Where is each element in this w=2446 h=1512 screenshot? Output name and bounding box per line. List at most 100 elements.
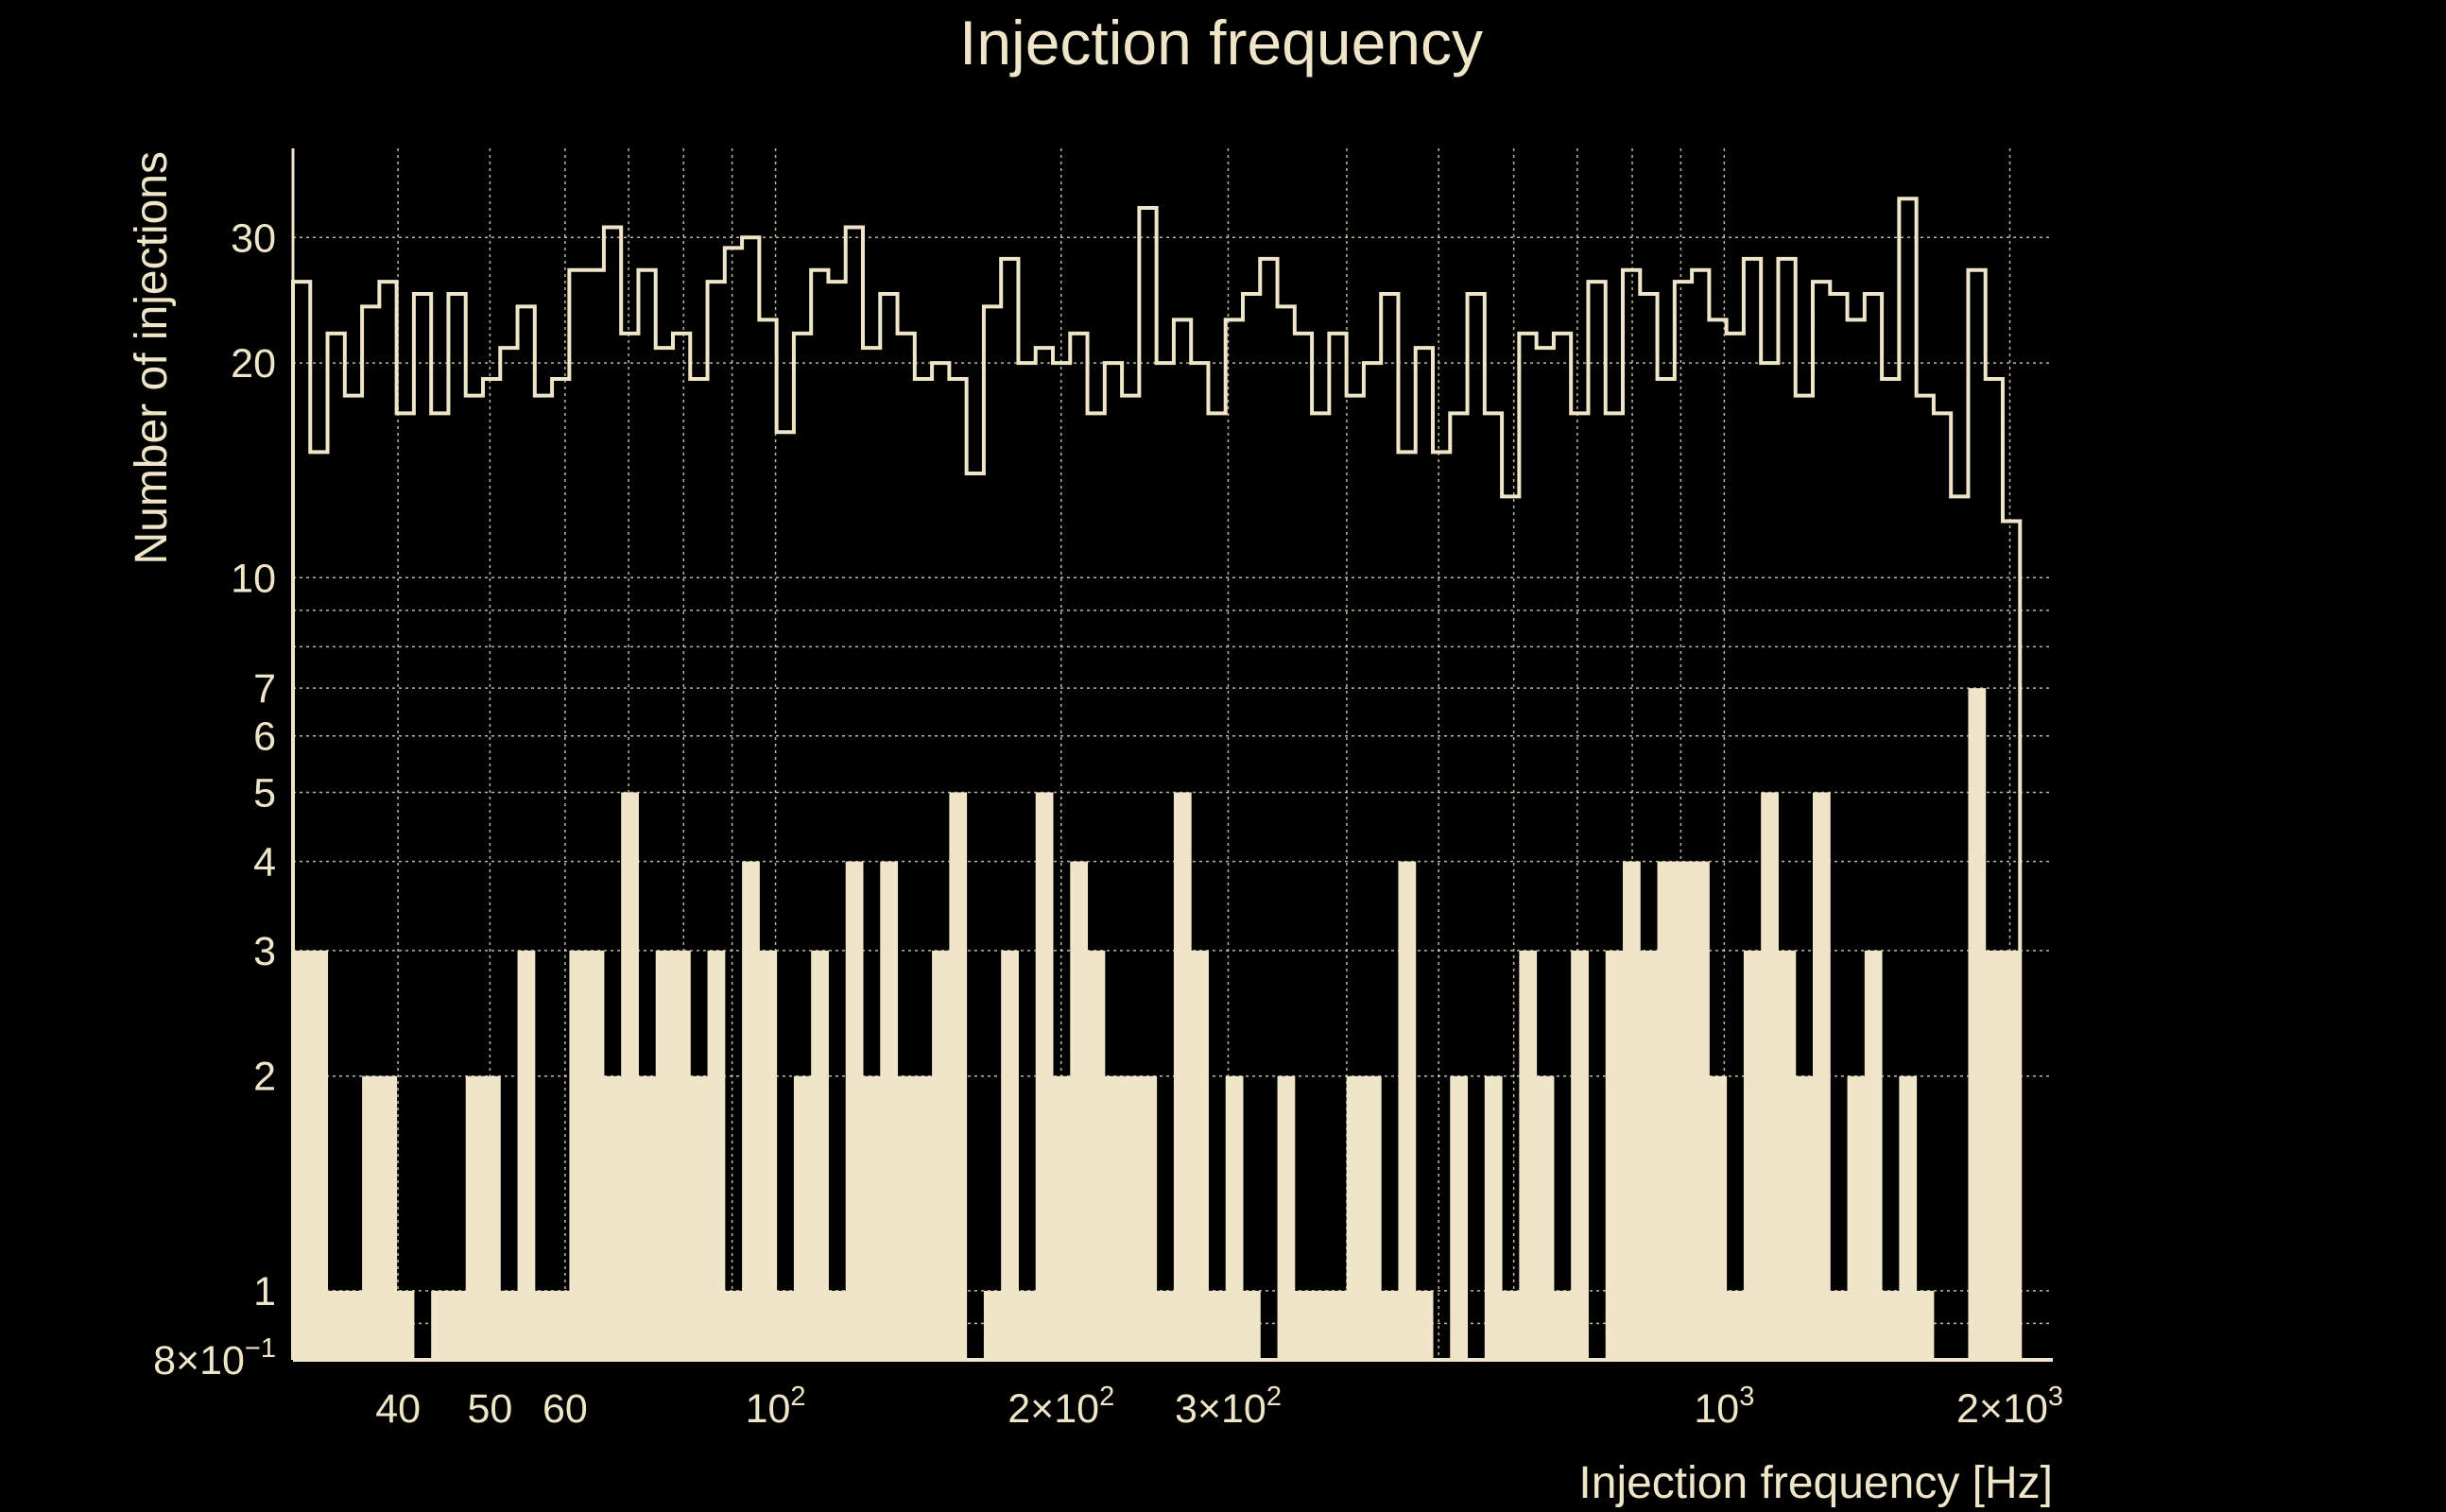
histogram-bar [1726,1290,1745,1360]
histogram-bar [362,1075,380,1360]
x-tick-label: 2×102 [1008,1382,1114,1432]
histogram-bar [1104,1075,1123,1360]
histogram-bar [482,1075,501,1360]
axes [291,148,2053,1362]
histogram-bar [1346,1075,1365,1360]
y-tick-label: 7 [253,666,276,712]
histogram-bar [949,792,968,1360]
histogram-bar [1122,1075,1140,1360]
y-tick-label: 30 [231,215,276,261]
tick-exponent: 2 [1099,1382,1114,1412]
histogram-bar [1329,1290,1348,1360]
chart-title: Injection frequency [959,8,1483,77]
histogram-bar [1035,792,1054,1360]
histogram-bar [586,950,605,1360]
histogram-bar [448,1290,467,1360]
histogram-bar [724,1290,743,1360]
histogram-bar [621,792,639,1360]
histogram-bar [1761,792,1779,1360]
histogram-bar [811,950,829,1360]
histogram-bar [1139,1075,1158,1360]
x-tick-label: 50 [467,1386,512,1432]
histogram-bar [655,950,674,1360]
histogram-bar [2002,950,2021,1360]
histogram-bar [1847,1075,1866,1360]
histogram-bar [690,1075,709,1360]
histogram-bar [1968,688,1987,1360]
histogram-bar [1571,950,1589,1360]
histogram-bar [1502,1290,1520,1360]
histogram-bar [983,1290,1002,1360]
histogram-bar [569,950,588,1360]
histogram-bar [1743,950,1762,1360]
y-tick-label: 8×10−1 [153,1333,276,1383]
histogram-bar [1018,1290,1037,1360]
tick-labels: 40 50 60 102 2×102 3×102 103 2×1038×10−11234567… [153,215,2063,1432]
histogram-bar [1899,1075,1918,1360]
histogram-bar [1070,861,1089,1360]
x-tick-label: 40 [375,1386,421,1432]
y-tick-label: 4 [253,840,276,885]
tick-exponent: 3 [1739,1382,1754,1412]
histogram-bar [327,1290,346,1360]
histogram-bar [1312,1290,1330,1360]
x-tick-label: 103 [1694,1382,1754,1432]
tick-exponent: 3 [2048,1382,2063,1412]
histogram-bar [914,1075,933,1360]
histogram-bar [1398,861,1417,1360]
histogram-bar [1225,1075,1244,1360]
histogram-bar [396,1290,415,1360]
histogram-bar [1692,861,1710,1360]
histogram-bar [828,1290,847,1360]
histogram-bar [431,1290,449,1360]
histogram-bar [379,1075,398,1360]
histogram-bar [1001,950,1019,1360]
y-tick-label: 5 [253,770,276,816]
y-tick-label: 20 [231,341,276,387]
y-axis-label: Number of injections [127,151,177,565]
histogram-bar [880,861,899,1360]
histogram-bar [1812,792,1831,1360]
histogram-bar [1674,861,1693,1360]
histogram-bar [1173,792,1192,1360]
histogram-bar [552,1290,570,1360]
histogram-bar [742,861,760,1360]
histogram-bar [1985,950,2004,1360]
x-tick-label: 3×102 [1175,1382,1282,1432]
histogram-bar [1709,1075,1728,1360]
histogram-bar [1622,861,1641,1360]
histogram-bar [862,1075,881,1360]
histogram-bar [1208,1290,1227,1360]
histogram-bar [1156,1290,1175,1360]
histogram-bar [793,1075,812,1360]
histogram-bar [759,950,778,1360]
histogram-bar [1605,950,1624,1360]
histogram-bar [500,1290,519,1360]
histogram-bar [776,1290,795,1360]
histogram-bar [1087,950,1106,1360]
histogram-bar [1536,1075,1555,1360]
histogram-bar [1363,1075,1382,1360]
histogram-bar [603,1075,622,1360]
histogram-bar [1795,1075,1814,1360]
all-injections-step-line [291,197,2023,1360]
histogram-bar [1277,1075,1296,1360]
histogram-bar [517,950,536,1360]
histogram-bar [1640,950,1659,1360]
histogram-bar [1657,861,1676,1360]
histogram-bar [1415,1290,1434,1360]
tick-exponent: 2 [1266,1382,1282,1412]
histogram-bar [1381,1290,1399,1360]
tick-exponent: −1 [245,1333,276,1364]
y-tick-label: 2 [253,1055,276,1100]
y-tick-label: 1 [253,1269,276,1314]
histogram-bar [1830,1290,1849,1360]
histogram-bar [293,950,311,1360]
x-axis-label: Injection frequency [Hz] [1578,1458,2053,1508]
tick-exponent: 2 [790,1382,805,1412]
histogram-bar [1882,1290,1900,1360]
found-injections-bars [293,688,2021,1360]
histogram-bar [1778,950,1797,1360]
x-tick-label: 102 [746,1382,806,1432]
